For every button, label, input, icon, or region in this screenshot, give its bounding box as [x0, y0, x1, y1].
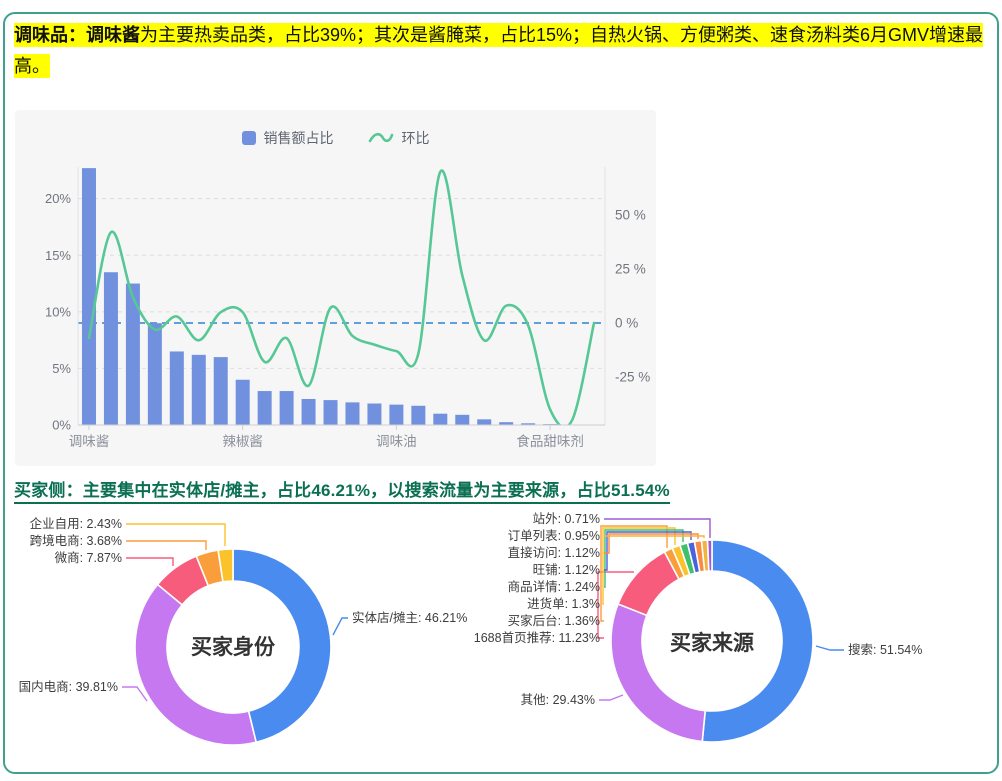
- pie-label: 实体店/摊主: 46.21%: [352, 610, 467, 625]
- bar-line-chart: 0% 5% 10% 15% 20% -25 % 0 % 25 % 50 % 调味酱 辣椒酱 调味油 食品…: [45, 167, 650, 449]
- buyer-section-title: 买家侧：主要集中在实体店/摊主，占比46.21%，以搜索流量为主要来源，占比51…: [14, 476, 670, 504]
- left-axis-tick-label: 15%: [45, 248, 71, 263]
- mom-line[interactable]: [87, 169, 596, 428]
- bar[interactable]: [323, 400, 338, 425]
- pie-label-line: [604, 535, 705, 538]
- pie-label: 其他: 29.43%: [521, 693, 595, 707]
- right-axis-tick-label: 50 %: [615, 207, 646, 222]
- x-axis-category-label: 食品甜味剂: [516, 433, 584, 449]
- pie-label: 站外: 0.71%: [533, 512, 600, 526]
- pie-label-line: [604, 518, 711, 538]
- headline: 调味品：调味酱为主要热卖品类，占比39%；其次是酱腌菜，占比15%；自热火锅、方…: [14, 20, 988, 82]
- pie-label: 国内电商: 39.81%: [19, 679, 118, 694]
- right-axis-tick-label: -25 %: [615, 370, 650, 385]
- pie-label: 旺铺: 1.12%: [533, 563, 600, 577]
- donut-center-title: 买家来源: [670, 631, 754, 655]
- buyer-section-title-text: 买家侧：主要集中在实体店/摊主，占比46.21%，以搜索流量为主要来源，占比51…: [14, 481, 670, 504]
- pie-label: 搜索: 51.54%: [848, 642, 922, 657]
- line-series-swatch-icon: [368, 132, 393, 143]
- bar[interactable]: [235, 379, 250, 425]
- pie-label: 买家后台: 1.36%: [508, 613, 600, 628]
- bar[interactable]: [455, 414, 470, 425]
- pie-slice-实体店/摊主[interactable]: [232, 548, 332, 744]
- pie-slice-国内电商[interactable]: [134, 583, 257, 746]
- headline-bold: 调味品：调味酱: [14, 25, 140, 45]
- legend-label-mom: 环比: [401, 130, 430, 146]
- pie-label: 企业自用: 2.43%: [30, 516, 122, 531]
- pie-label-line: [126, 557, 174, 566]
- bar[interactable]: [411, 405, 426, 425]
- legend-item-mom[interactable]: 环比: [368, 128, 430, 148]
- bar[interactable]: [213, 357, 228, 425]
- bar[interactable]: [257, 391, 272, 425]
- bar[interactable]: [147, 323, 162, 425]
- legend-item-sales-share[interactable]: 销售额占比: [241, 128, 334, 148]
- pie-label: 进货单: 1.3%: [527, 596, 600, 611]
- right-axis-tick-label: 25 %: [615, 261, 646, 276]
- donut-charts: 实体店/摊主: 46.21% 国内电商: 39.81% 微商: 7.87% 跨境电商:…: [19, 512, 922, 746]
- legend-label-sales-share: 销售额占比: [263, 130, 334, 146]
- pie-label: 直接访问: 1.12%: [508, 545, 600, 560]
- pie-label-line: [332, 617, 348, 636]
- bar[interactable]: [103, 272, 118, 425]
- pie-label: 商品详情: 1.24%: [508, 579, 600, 594]
- pie-slice-其他[interactable]: [610, 603, 707, 743]
- bar[interactable]: [367, 403, 382, 426]
- bar[interactable]: [345, 402, 360, 425]
- bar-series-swatch-icon: [241, 131, 256, 145]
- headline-highlight: 调味品：调味酱为主要热卖品类，占比39%；其次是酱腌菜，占比15%；自热火锅、方…: [14, 23, 984, 78]
- pie-label-line: [126, 523, 226, 546]
- pie-label: 1688首页推荐: 11.23%: [474, 631, 600, 645]
- donut-center-title: 买家身份: [191, 635, 276, 659]
- bar[interactable]: [389, 404, 404, 425]
- bar[interactable]: [125, 283, 140, 425]
- bar[interactable]: [81, 168, 96, 425]
- bar[interactable]: [279, 391, 294, 425]
- bar[interactable]: [169, 351, 184, 425]
- bar[interactable]: [301, 398, 316, 425]
- x-axis-category-label: 调味酱: [69, 434, 110, 449]
- bar[interactable]: [433, 413, 448, 425]
- pie-label: 订单列表: 0.95%: [508, 529, 600, 543]
- pie-label-line: [815, 645, 844, 651]
- combo-chart-panel: 0% 5% 10% 15% 20% -25 % 0 % 25 % 50 % 调味酱 辣椒酱 调味油 食品…: [15, 110, 656, 466]
- pie-label: 微商: 7.87%: [55, 550, 122, 565]
- pie-slice-站外[interactable]: [706, 539, 713, 572]
- right-axis-tick-label: 0 %: [615, 316, 638, 331]
- pie-label-line: [597, 571, 634, 639]
- bar[interactable]: [521, 423, 536, 425]
- chart-legend: 销售额占比 环比: [15, 128, 656, 148]
- pie-label-line: [599, 694, 624, 701]
- pie-label-line: [122, 686, 148, 702]
- left-axis-tick-label: 5%: [52, 361, 71, 376]
- bar[interactable]: [477, 419, 492, 425]
- pie-label-line: [126, 540, 207, 550]
- pie-slice-企业自用[interactable]: [217, 548, 234, 583]
- left-axis-tick-label: 10%: [45, 304, 71, 319]
- pie-label: 跨境电商: 3.68%: [30, 533, 122, 548]
- left-axis-tick-label: 0%: [52, 418, 71, 433]
- x-axis-category-label: 调味油: [376, 434, 417, 449]
- left-axis-tick-label: 20%: [45, 191, 71, 206]
- bar[interactable]: [499, 422, 514, 425]
- bar[interactable]: [191, 354, 206, 425]
- headline-text: 为主要热卖品类，占比39%；其次是酱腌菜，占比15%；自热火锅、方便粥类、速食汤…: [14, 25, 984, 76]
- x-axis-category-label: 辣椒酱: [222, 434, 263, 449]
- pie-slice-搜索[interactable]: [701, 539, 814, 743]
